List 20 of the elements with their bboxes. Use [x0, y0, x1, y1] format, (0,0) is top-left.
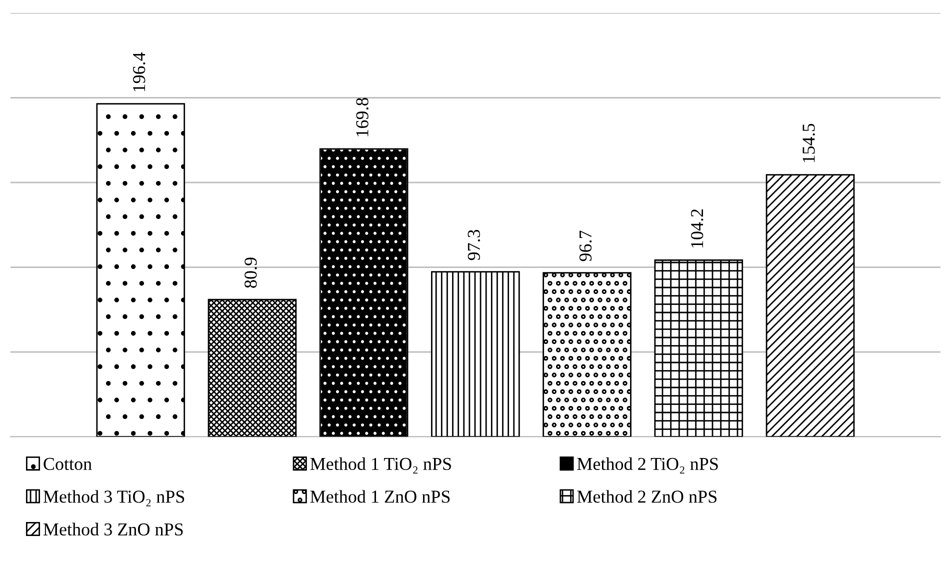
legend-label: Method 3 ZnO nPS: [43, 522, 183, 536]
legend-label: Method 2 TiO₂ nPS: [577, 457, 718, 474]
data-label: 104.2: [690, 209, 704, 248]
data-label: 80.9: [244, 258, 257, 288]
legend-label: Cotton: [44, 458, 92, 470]
data-label: 154.5: [802, 124, 815, 162]
bar: [431, 271, 520, 437]
legend-label: Method 2 ZnO nPS: [577, 490, 716, 503]
data-label: 169.8: [356, 98, 368, 136]
data-label: 96.7: [579, 230, 592, 262]
legend-label: Method 1 ZnO nPS: [310, 490, 450, 503]
legend-label: Method 3 TiO₂ nPS: [43, 490, 184, 506]
bar: [654, 259, 744, 437]
data-label: 196.4: [133, 52, 146, 92]
bar: [542, 272, 632, 437]
bar: [208, 298, 297, 437]
legend-label: Method 1 TiO₂ nPS: [310, 457, 451, 474]
bar: [766, 174, 855, 437]
data-label: 97.3: [468, 230, 480, 260]
bar: [96, 103, 186, 437]
